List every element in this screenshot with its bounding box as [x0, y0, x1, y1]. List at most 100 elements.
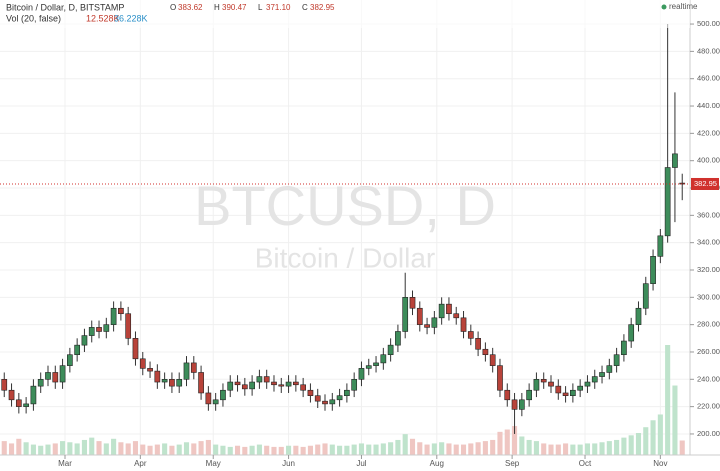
volume-bar	[89, 437, 95, 455]
candle-body	[409, 297, 416, 309]
ohlc-legend: O 383.62 H 390.47 L 371.10 C 382.95	[170, 3, 335, 12]
candle-body	[365, 365, 372, 369]
candle-body	[103, 324, 110, 332]
volume-bar	[191, 443, 197, 455]
volume-bar	[213, 444, 219, 455]
volume-bar	[264, 445, 270, 455]
ohlc-value: 382.95	[310, 3, 335, 12]
candle-body	[577, 385, 584, 391]
candle-body	[154, 370, 161, 383]
candle-body	[198, 372, 204, 394]
candle-body	[212, 399, 219, 405]
candle-body	[81, 335, 88, 346]
x-tick-label: Mar	[58, 459, 72, 468]
candle-body	[220, 389, 226, 401]
volume-bar	[198, 441, 204, 455]
last-price-tag	[691, 177, 719, 190]
volume-bar	[67, 442, 73, 455]
volume-bar	[249, 445, 255, 455]
candle-body	[45, 372, 51, 380]
volume-bar	[657, 414, 663, 455]
volume-bar	[74, 443, 80, 455]
candle-body	[395, 331, 401, 346]
candle-body	[387, 344, 394, 356]
y-tick-label: 340.00	[697, 238, 720, 247]
candle-body	[23, 403, 29, 407]
x-tick-label: Apr	[134, 459, 147, 468]
candle-body	[205, 392, 212, 405]
volume-bar	[81, 439, 87, 455]
y-tick-label: 440.00	[697, 101, 720, 110]
legend-backdrop	[0, 0, 690, 28]
volume-bar	[468, 443, 474, 455]
candle-body	[380, 354, 387, 364]
candle-body	[88, 327, 95, 336]
volume-bar	[373, 444, 379, 455]
volume-bar	[307, 445, 313, 455]
candle-body	[431, 317, 438, 328]
y-tick-label: 240.00	[697, 374, 720, 383]
volume-bar	[606, 441, 612, 455]
candle-body	[489, 354, 496, 366]
volume-bar	[526, 439, 532, 455]
ohlc-value: 371.10	[266, 3, 291, 12]
y-tick-label: 300.00	[697, 292, 720, 301]
volume-bar	[60, 441, 66, 455]
candle-body	[540, 379, 547, 383]
volume-bar	[169, 445, 175, 455]
candle-body	[329, 399, 336, 405]
y-tick-label: 260.00	[697, 347, 720, 356]
candle-body	[642, 283, 649, 309]
candles	[0, 24, 690, 434]
y-tick-label: 280.00	[697, 320, 720, 329]
volume-bar	[665, 345, 671, 455]
volume-bar	[103, 443, 109, 455]
axes: 200.00 220.00 240.00 260.00 280.00 300.00 320.…	[58, 19, 720, 468]
x-tick-label: Aug	[430, 459, 444, 468]
candle-body	[110, 307, 117, 325]
y-tick-label: 220.00	[697, 402, 720, 411]
watermark-description: Bitcoin / Dollar	[255, 242, 436, 273]
candle-body	[358, 368, 365, 380]
candle-body	[190, 362, 197, 373]
y-tick-label: 320.00	[697, 265, 720, 274]
volume-bar	[176, 444, 182, 455]
candle-body	[307, 389, 314, 396]
volume-bar	[555, 444, 561, 455]
volume-bar	[417, 442, 423, 455]
candle-body	[460, 317, 467, 332]
volume-bar	[490, 439, 496, 455]
volume-bar	[96, 441, 102, 455]
candle-body	[613, 354, 620, 366]
candle-body	[314, 395, 321, 402]
volume-bar	[45, 444, 51, 455]
candle-body	[278, 384, 285, 387]
volume-bar	[424, 444, 430, 455]
volume-bar	[183, 442, 190, 455]
candle-body	[657, 235, 664, 257]
volume-bar	[8, 443, 15, 455]
candle-body	[548, 381, 554, 387]
volume-bar	[344, 445, 350, 455]
candle-body	[241, 384, 248, 390]
candle-body	[139, 358, 146, 369]
candle-body	[52, 372, 59, 383]
candle-body	[511, 399, 518, 410]
candle-body	[227, 381, 234, 391]
candle-body	[416, 307, 423, 325]
candle-body	[504, 389, 511, 401]
candle-body	[446, 303, 452, 315]
candle-body	[424, 324, 430, 328]
x-tick-label: Sep	[505, 459, 520, 468]
candle-body	[402, 297, 409, 332]
candle-body	[482, 348, 489, 356]
volume-bar	[125, 443, 131, 455]
candle-body	[650, 256, 656, 284]
candle-body	[336, 395, 343, 401]
volume-bar	[512, 426, 518, 455]
volume-bar	[111, 438, 117, 455]
candle-body	[285, 381, 292, 387]
volume-bar	[351, 444, 357, 455]
volume-ma: 36.228K	[114, 13, 148, 23]
candle-body	[518, 399, 525, 410]
